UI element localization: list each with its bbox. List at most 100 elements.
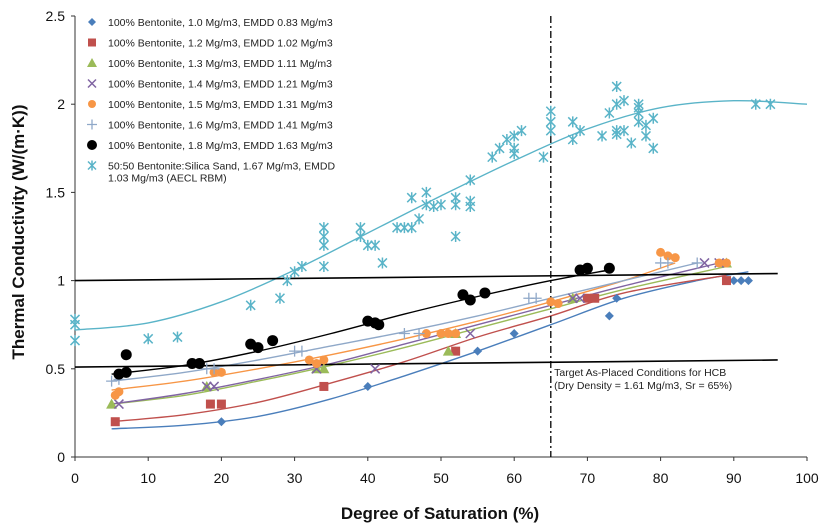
star-marker <box>282 275 293 287</box>
circle-marker <box>670 253 680 263</box>
series-points <box>110 276 731 427</box>
fit-curve <box>111 265 727 405</box>
circle-marker <box>114 387 124 397</box>
legend-label: 100% Bentonite, 1.5 Mg/m3, EMDD 1.31 Mg/… <box>108 99 333 111</box>
x-tick-label: 70 <box>580 470 596 486</box>
star-marker <box>143 333 154 345</box>
dot-marker <box>87 140 97 150</box>
star-marker <box>648 142 659 154</box>
plus-marker <box>87 119 97 130</box>
x-marker <box>699 257 710 268</box>
dot-marker <box>267 335 279 347</box>
star-marker <box>428 201 439 213</box>
dot-marker <box>581 262 593 274</box>
star-marker <box>633 98 644 110</box>
legend-item: 100% Bentonite, 1.0 Mg/m3, EMDD 0.83 Mg/… <box>88 17 333 29</box>
legend-item: 100% Bentonite, 1.8 Mg/m3, EMDD 1.63 Mg/… <box>87 140 333 152</box>
dot-marker <box>120 349 132 361</box>
star-marker <box>611 81 622 93</box>
axes: 0 10 20 30 40 50 60 70 80 90 100 0 0.5 1 1.5 2 2.5 <box>46 8 819 486</box>
square-marker <box>88 38 96 47</box>
star-marker <box>370 239 381 251</box>
dot-marker <box>252 342 264 354</box>
reference-line <box>74 272 778 282</box>
legend-label: 100% Bentonite, 1.8 Mg/m3, EMDD 1.63 Mg/… <box>108 140 333 152</box>
star-marker <box>545 105 556 117</box>
x-marker <box>575 293 586 304</box>
circle-marker <box>421 329 431 339</box>
star-marker <box>355 231 366 242</box>
plus-marker <box>208 363 220 375</box>
fit-curve <box>111 274 727 423</box>
x-tick-label: 0 <box>71 470 79 486</box>
circle-marker <box>216 367 226 377</box>
star-marker <box>575 125 586 137</box>
x-tick-label: 60 <box>506 470 522 486</box>
plus-marker <box>662 257 674 269</box>
star-marker <box>618 95 630 107</box>
y-tick-label: 0 <box>57 449 65 465</box>
circle-marker <box>443 329 453 339</box>
legend-label: 100% Bentonite, 1.3 Mg/m3, EMDD 1.11 Mg/… <box>108 58 332 70</box>
x-marker <box>201 381 212 392</box>
legend-label: 100% Bentonite, 1.4 Mg/m3, EMDD 1.21 Mg/… <box>108 79 333 91</box>
x-marker-stroke <box>699 257 710 268</box>
legend-item: 100% Bentonite, 1.3 Mg/m3, EMDD 1.11 Mg/… <box>87 58 332 70</box>
star-marker <box>538 151 549 163</box>
x-marker <box>465 328 476 339</box>
star-marker <box>406 192 417 204</box>
triangle-marker <box>442 345 454 356</box>
x-marker-stroke <box>201 381 212 392</box>
y-tick-label: 2 <box>57 96 65 112</box>
star-marker <box>604 107 615 119</box>
x-marker-stroke <box>87 78 97 89</box>
axis-labels: Degree of Saturation (%) Thermal Conduct… <box>9 105 732 524</box>
x-marker-stroke <box>113 399 124 410</box>
star-marker <box>377 257 388 269</box>
square-marker <box>205 399 215 409</box>
dot-marker <box>603 262 615 274</box>
square-marker <box>721 276 731 286</box>
star-marker <box>597 130 608 142</box>
star-marker <box>509 130 520 142</box>
x-marker-stroke <box>575 293 586 304</box>
circle-marker <box>319 355 329 365</box>
x-marker <box>370 363 381 374</box>
circle-marker <box>553 299 563 309</box>
dot-marker <box>373 319 385 331</box>
star-marker <box>640 130 651 142</box>
plus-marker <box>106 375 118 387</box>
star-marker <box>296 260 307 272</box>
star-marker <box>611 128 622 140</box>
legend: 100% Bentonite, 1.0 Mg/m3, EMDD 0.83 Mg/… <box>87 17 335 185</box>
star-marker <box>69 335 81 347</box>
target-annotation: (Dry Density = 1.61 Mg/m3, Sr = 65%) <box>554 380 732 392</box>
series-points <box>113 262 615 380</box>
data-points <box>69 81 776 427</box>
series-points <box>69 81 776 347</box>
diamond-marker <box>743 276 753 286</box>
x-marker <box>209 381 220 392</box>
diamond-marker <box>736 276 746 286</box>
star-marker <box>87 160 97 171</box>
circle-marker <box>312 359 322 369</box>
x-tick-label: 80 <box>653 470 669 486</box>
star-marker <box>274 292 285 304</box>
legend-label: 100% Bentonite, 1.6 Mg/m3, EMDD 1.41 Mg/… <box>108 120 333 132</box>
star-marker <box>421 199 432 211</box>
x-marker <box>113 399 124 410</box>
x-tick-label: 50 <box>433 470 449 486</box>
fit-curve <box>74 99 808 331</box>
diamond-marker <box>473 346 483 356</box>
star-marker <box>450 199 461 211</box>
star-marker <box>494 142 505 154</box>
star-marker <box>765 98 776 110</box>
star-marker <box>567 116 578 128</box>
circle-marker <box>451 329 461 339</box>
diamond-marker <box>88 18 96 26</box>
target-annotation: Target As-Placed Conditions for HCB <box>554 367 726 379</box>
legend-item: 100% Bentonite, 1.6 Mg/m3, EMDD 1.41 Mg/… <box>87 119 333 132</box>
diamond-marker <box>604 311 614 321</box>
square-marker <box>590 293 600 303</box>
